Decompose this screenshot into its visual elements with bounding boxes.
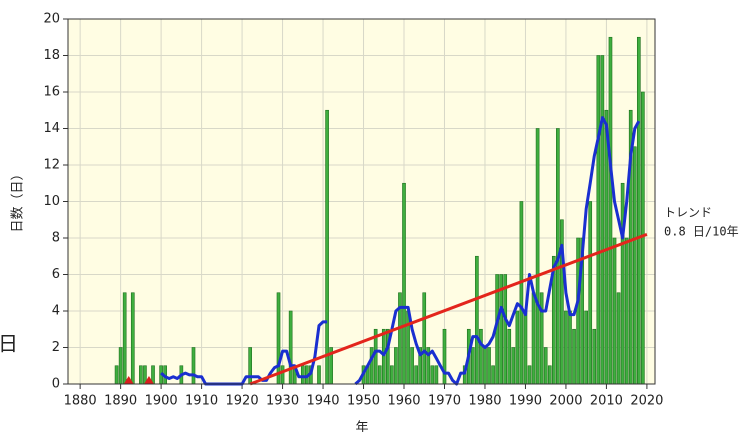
bar — [531, 292, 536, 385]
bar — [280, 365, 285, 385]
bar — [422, 292, 427, 385]
bar — [641, 91, 645, 385]
y-tick-label: 14 — [43, 121, 60, 136]
bar — [624, 237, 629, 385]
bar — [369, 347, 374, 385]
trend-rate: 0.8 日/10年 — [664, 225, 739, 239]
x-axis-title: 年 — [355, 421, 368, 432]
bar — [616, 292, 621, 385]
x-tick-label: 1880 — [64, 394, 97, 409]
bar — [511, 347, 516, 385]
bar — [442, 328, 447, 385]
side-label: 日 — [0, 332, 18, 356]
x-tick-label: 2020 — [630, 394, 663, 409]
bar — [139, 365, 143, 385]
bar — [406, 310, 410, 385]
bar — [325, 109, 329, 385]
moving-average-line — [354, 116, 641, 386]
y-tick-label: 6 — [52, 267, 60, 282]
bar — [487, 347, 491, 385]
bar — [381, 328, 386, 385]
bar — [632, 146, 637, 385]
bar — [592, 328, 597, 385]
bar — [475, 255, 479, 385]
x-tick-label: 1960 — [387, 394, 420, 409]
bar — [572, 328, 576, 385]
trend-label: トレンド — [664, 206, 712, 220]
y-tick-label: 0 — [52, 377, 60, 392]
bar — [276, 292, 281, 385]
bar — [122, 292, 127, 385]
x-tick-label: 1970 — [428, 394, 461, 409]
x-tick-label: 1980 — [468, 394, 501, 409]
bar — [414, 365, 418, 385]
bar — [390, 365, 394, 385]
y-tick-label: 12 — [43, 158, 60, 173]
bar — [394, 347, 398, 385]
y-tick-label: 4 — [52, 304, 60, 319]
bar — [612, 237, 617, 385]
bar — [430, 365, 435, 385]
bar — [608, 36, 613, 385]
y-axis-title: 日数（日） — [11, 167, 26, 232]
bar — [568, 310, 572, 385]
x-tick-label: 1900 — [145, 394, 178, 409]
x-tick-label: 1910 — [185, 394, 218, 409]
bar — [118, 347, 123, 385]
bar — [584, 310, 588, 385]
bar — [547, 365, 552, 385]
bar — [434, 365, 439, 385]
y-tick-label: 16 — [43, 85, 60, 100]
y-tick-label: 18 — [43, 48, 60, 63]
x-tick-label: 1890 — [104, 394, 137, 409]
bar — [410, 347, 414, 385]
bar — [519, 201, 524, 385]
y-tick-label: 2 — [52, 340, 60, 355]
bar — [191, 347, 196, 385]
x-tick-label: 1920 — [226, 394, 259, 409]
bar — [130, 292, 135, 385]
trend-line — [249, 232, 648, 386]
x-tick-label: 2000 — [549, 394, 582, 409]
bar — [471, 347, 475, 385]
x-tick-label: 1930 — [266, 394, 299, 409]
bar — [114, 365, 119, 385]
bar — [527, 365, 532, 385]
bar — [535, 128, 540, 385]
bar — [288, 310, 293, 385]
bar — [636, 36, 641, 385]
bar — [515, 310, 520, 385]
y-tick-label: 10 — [43, 194, 60, 209]
bar — [588, 201, 593, 385]
bar — [377, 365, 382, 385]
bar — [543, 347, 548, 385]
x-tick-label: 2010 — [590, 394, 623, 409]
x-tick-label: 1950 — [347, 394, 380, 409]
plot-frame — [67, 18, 656, 385]
bar — [300, 365, 305, 385]
bar — [564, 310, 568, 385]
bar — [507, 328, 512, 385]
bar — [523, 310, 528, 385]
y-tick-label: 20 — [43, 12, 60, 27]
x-tick-label: 1940 — [306, 394, 339, 409]
bar — [317, 365, 321, 385]
bar — [491, 365, 495, 385]
bar — [248, 347, 252, 385]
x-tick-label: 1990 — [509, 394, 542, 409]
bar — [402, 182, 406, 385]
bar — [596, 55, 601, 385]
bar — [600, 55, 605, 385]
bar — [503, 274, 508, 385]
bar — [604, 109, 609, 385]
bar — [620, 182, 625, 385]
bar — [479, 328, 483, 385]
missing-marker — [123, 376, 134, 384]
bar — [483, 347, 487, 385]
y-tick-label: 8 — [52, 231, 60, 246]
missing-marker — [143, 376, 154, 384]
moving-average-line — [160, 320, 328, 386]
